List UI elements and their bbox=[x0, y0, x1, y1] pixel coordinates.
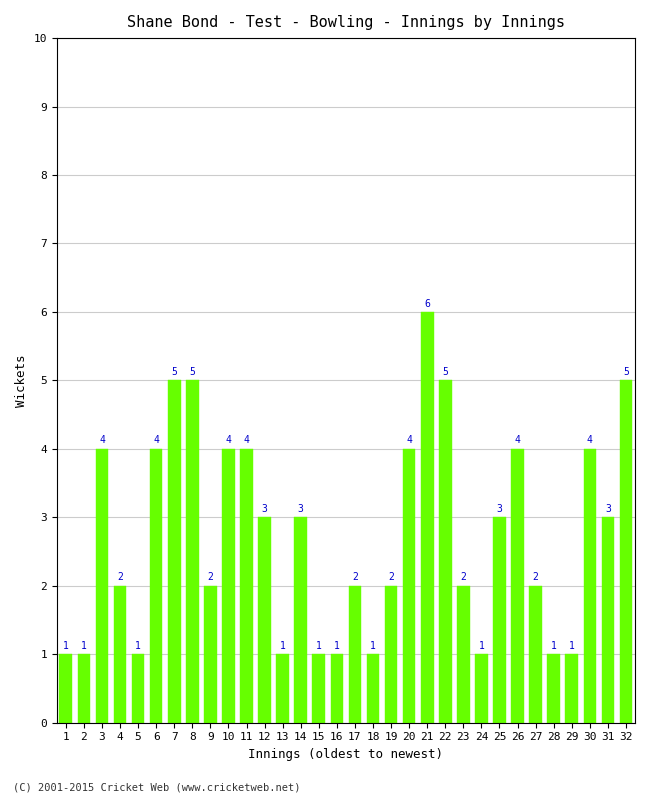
Bar bbox=[150, 449, 162, 722]
Bar bbox=[258, 518, 271, 722]
Y-axis label: Wickets: Wickets bbox=[15, 354, 28, 406]
Bar bbox=[331, 654, 343, 722]
Text: 1: 1 bbox=[280, 641, 285, 651]
Bar bbox=[313, 654, 325, 722]
Bar bbox=[77, 654, 90, 722]
Text: 3: 3 bbox=[605, 504, 611, 514]
Text: 2: 2 bbox=[207, 572, 213, 582]
Text: 1: 1 bbox=[316, 641, 322, 651]
Bar bbox=[96, 449, 109, 722]
Text: 4: 4 bbox=[153, 435, 159, 446]
Text: 1: 1 bbox=[478, 641, 484, 651]
Title: Shane Bond - Test - Bowling - Innings by Innings: Shane Bond - Test - Bowling - Innings by… bbox=[127, 15, 565, 30]
Text: 4: 4 bbox=[226, 435, 231, 446]
Text: 2: 2 bbox=[460, 572, 466, 582]
Text: 1: 1 bbox=[370, 641, 376, 651]
Text: 4: 4 bbox=[99, 435, 105, 446]
Bar bbox=[439, 381, 452, 722]
Text: 1: 1 bbox=[81, 641, 87, 651]
Text: 5: 5 bbox=[172, 367, 177, 377]
Bar bbox=[493, 518, 506, 722]
Bar bbox=[584, 449, 596, 722]
Bar bbox=[114, 586, 126, 722]
Bar bbox=[276, 654, 289, 722]
Bar bbox=[619, 381, 632, 722]
Bar bbox=[421, 312, 434, 722]
Text: 4: 4 bbox=[587, 435, 593, 446]
Bar bbox=[529, 586, 542, 722]
Text: 1: 1 bbox=[569, 641, 575, 651]
Bar bbox=[511, 449, 524, 722]
Text: 6: 6 bbox=[424, 298, 430, 309]
Text: 1: 1 bbox=[135, 641, 141, 651]
Bar bbox=[566, 654, 578, 722]
Text: 3: 3 bbox=[497, 504, 502, 514]
Bar bbox=[168, 381, 181, 722]
Bar bbox=[348, 586, 361, 722]
Text: 1: 1 bbox=[63, 641, 69, 651]
Text: 5: 5 bbox=[189, 367, 195, 377]
Text: 3: 3 bbox=[262, 504, 268, 514]
Text: 3: 3 bbox=[298, 504, 304, 514]
Bar bbox=[294, 518, 307, 722]
Text: 4: 4 bbox=[515, 435, 521, 446]
Text: 2: 2 bbox=[117, 572, 123, 582]
Text: 5: 5 bbox=[443, 367, 448, 377]
Bar bbox=[222, 449, 235, 722]
Bar bbox=[457, 586, 470, 722]
X-axis label: Innings (oldest to newest): Innings (oldest to newest) bbox=[248, 748, 443, 761]
Bar bbox=[385, 586, 397, 722]
Text: 2: 2 bbox=[533, 572, 539, 582]
Text: 2: 2 bbox=[388, 572, 394, 582]
Bar bbox=[186, 381, 199, 722]
Bar bbox=[367, 654, 380, 722]
Bar bbox=[204, 586, 216, 722]
Text: 1: 1 bbox=[334, 641, 340, 651]
Bar bbox=[601, 518, 614, 722]
Bar bbox=[240, 449, 253, 722]
Bar bbox=[547, 654, 560, 722]
Text: 2: 2 bbox=[352, 572, 358, 582]
Bar bbox=[403, 449, 415, 722]
Bar bbox=[132, 654, 144, 722]
Bar bbox=[475, 654, 488, 722]
Text: 1: 1 bbox=[551, 641, 556, 651]
Text: (C) 2001-2015 Cricket Web (www.cricketweb.net): (C) 2001-2015 Cricket Web (www.cricketwe… bbox=[13, 782, 300, 792]
Text: 5: 5 bbox=[623, 367, 629, 377]
Text: 4: 4 bbox=[406, 435, 412, 446]
Bar bbox=[60, 654, 72, 722]
Text: 4: 4 bbox=[244, 435, 250, 446]
